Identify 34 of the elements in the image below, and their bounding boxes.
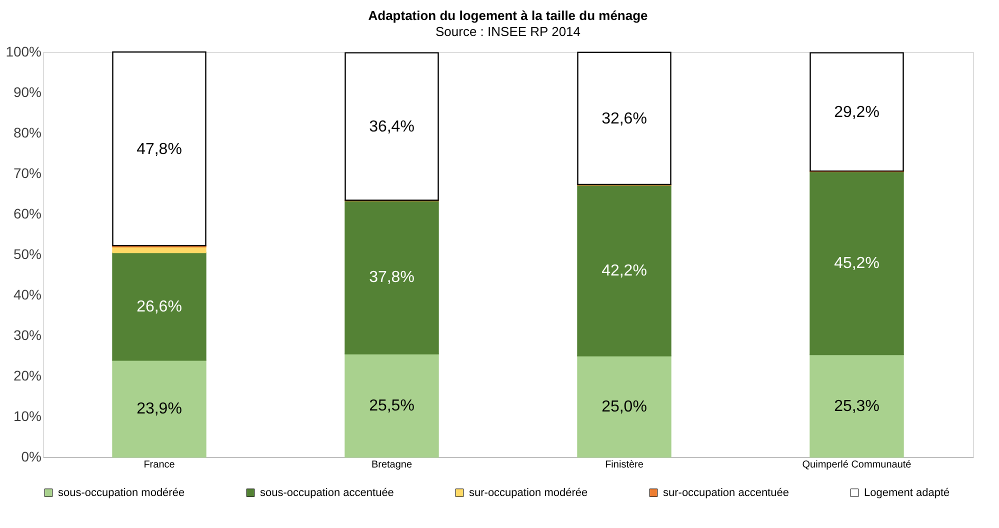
chart-subtitle: Source : INSEE RP 2014 xyxy=(435,24,581,39)
data-label: 25,3% xyxy=(834,398,880,415)
y-tick-label: 10% xyxy=(13,408,42,424)
legend-label: sur-occupation modérée xyxy=(469,486,588,499)
data-label: 32,6% xyxy=(602,110,647,128)
data-label: 45,2% xyxy=(834,255,880,272)
y-tick-label: 20% xyxy=(13,368,42,384)
data-label: 37,8% xyxy=(369,269,414,286)
legend-label: sur-occupation accentuée xyxy=(663,486,789,499)
data-label: 47,8% xyxy=(136,140,182,158)
data-label: 25,5% xyxy=(369,397,414,414)
chart-title: Adaptation du logement à la taille du ménage xyxy=(368,8,648,23)
y-tick-label: 60% xyxy=(13,206,42,222)
x-tick-label: Finistère xyxy=(605,460,644,470)
legend-label: sous-occupation modérée xyxy=(58,486,185,499)
data-label: 29,2% xyxy=(834,104,880,121)
data-label: 26,6% xyxy=(136,298,182,316)
y-tick-label: 0% xyxy=(21,448,42,464)
y-tick-label: 70% xyxy=(13,165,42,181)
y-tick-label: 100% xyxy=(6,44,42,60)
x-tick-label: Bretagne xyxy=(371,460,412,470)
x-tick-label: Quimperlé Communauté xyxy=(802,460,912,470)
data-label: 25,0% xyxy=(602,398,647,416)
y-tick-label: 30% xyxy=(13,327,42,343)
y-tick-label: 80% xyxy=(13,124,42,140)
legend-label: Logement adapté xyxy=(864,486,950,499)
data-label: 42,2% xyxy=(602,262,647,280)
y-tick-label: 40% xyxy=(13,286,42,302)
legend-label: sous-occupation accentuée xyxy=(260,486,394,499)
y-tick-label: 90% xyxy=(13,84,42,100)
data-label: 23,9% xyxy=(136,400,182,418)
y-tick-label: 50% xyxy=(13,246,42,262)
data-label: 36,4% xyxy=(369,118,414,136)
x-tick-label: France xyxy=(144,460,176,470)
